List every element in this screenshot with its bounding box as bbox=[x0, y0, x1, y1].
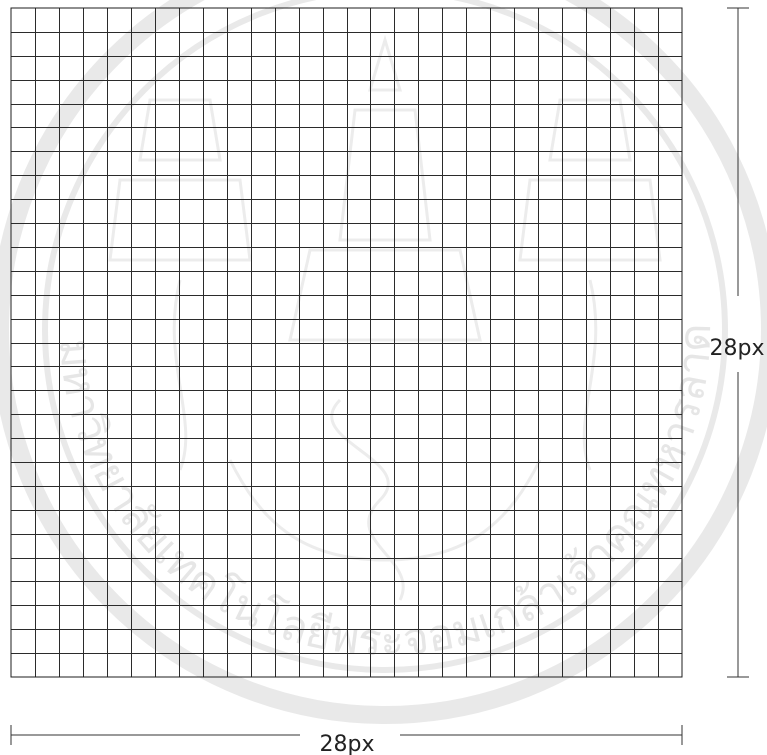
width-dimension: 28px bbox=[10, 725, 683, 755]
institution-seal-watermark: ลิขสิทธิ์มหาวิทยาลัยเทคโนโลยีพระจอมเกล้า… bbox=[0, 0, 767, 724]
height-dimension: 28px bbox=[710, 7, 765, 678]
height-label: 28px bbox=[710, 336, 765, 361]
grid-border bbox=[10, 7, 683, 678]
pixel-grid bbox=[11, 8, 682, 677]
width-label: 28px bbox=[320, 732, 375, 755]
